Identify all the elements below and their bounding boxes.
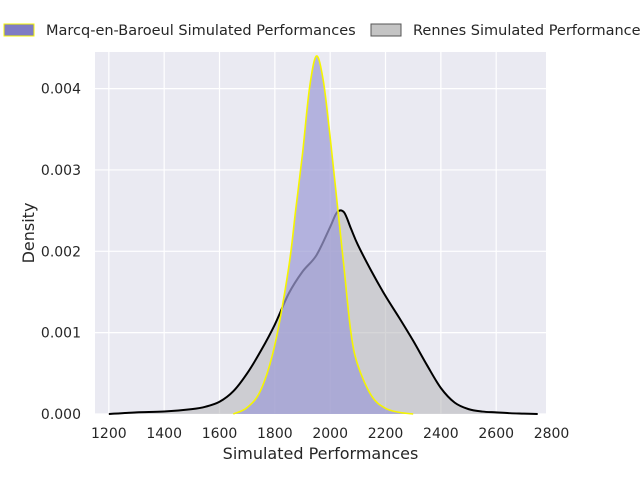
y-axis-ticks: 0.000 0.001 0.002 0.003 0.004	[41, 82, 81, 423]
legend-swatch-marcq	[3, 23, 35, 37]
density-line-marcq	[233, 55, 414, 415]
x-axis-ticks: 1200 1400 1600 1800 2000 2200 2400 2600 2800	[91, 426, 569, 442]
x-tick-label: 1400	[146, 426, 182, 442]
density-line-rennes	[108, 209, 538, 415]
legend-label-marcq: Marcq-en-Baroeul Simulated Performances	[46, 23, 356, 39]
x-tick-label: 1200	[91, 426, 127, 442]
x-tick-label: 1600	[202, 426, 238, 442]
y-tick-label: 0.004	[41, 82, 81, 98]
y-tick-label: 0.000	[41, 407, 81, 423]
density-fill-marcq	[233, 55, 414, 415]
x-tick-label: 2200	[368, 426, 404, 442]
x-tick-label: 1800	[257, 426, 293, 442]
x-tick-label: 2800	[534, 426, 570, 442]
y-tick-label: 0.003	[41, 163, 81, 179]
legend: Marcq-en-Baroeul Simulated Performances …	[3, 23, 640, 39]
x-axis-label: Simulated Performances	[223, 444, 419, 463]
x-tick-label: 2000	[312, 426, 348, 442]
y-tick-label: 0.001	[41, 326, 81, 342]
x-tick-label: 2600	[478, 426, 514, 442]
y-axis-label: Density	[19, 203, 38, 264]
x-tick-label: 2400	[423, 426, 459, 442]
density-areas	[108, 55, 538, 415]
y-tick-label: 0.002	[41, 244, 81, 260]
legend-swatch-rennes	[370, 23, 402, 37]
legend-label-rennes: Rennes Simulated Performances	[413, 23, 640, 39]
